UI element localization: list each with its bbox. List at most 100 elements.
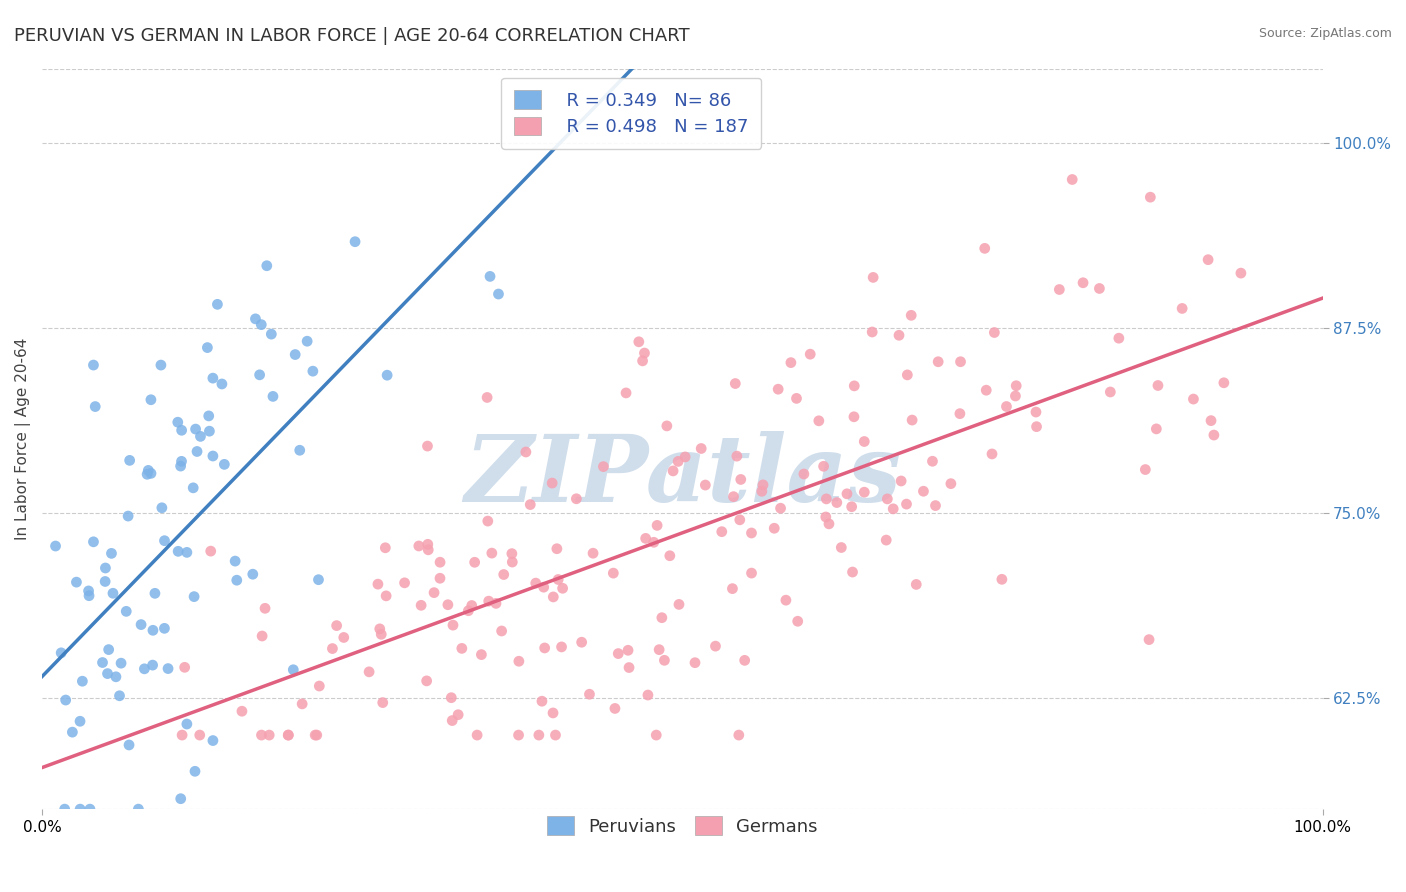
Point [533,580,555,594]
Point [91,656,114,670]
Point [752,478,775,492]
Point [844,379,866,393]
Point [602,566,624,581]
Point [627,334,650,349]
Point [423,585,446,599]
Point [142,624,165,638]
Point [1139,190,1161,204]
Point [793,467,815,481]
Point [94,561,117,575]
Point [464,555,486,569]
Point [117,509,139,524]
Point [492,567,515,582]
Point [551,581,574,595]
Point [617,660,640,674]
Point [169,459,191,474]
Point [786,392,808,406]
Point [214,458,236,472]
Point [250,629,273,643]
Point [308,679,330,693]
Point [662,464,685,478]
Point [1212,376,1234,390]
Point [302,364,325,378]
Point [543,590,565,604]
Legend: Peruvians, Germans: Peruvians, Germans [538,807,827,845]
Point [668,598,690,612]
Point [211,376,233,391]
Point [118,453,141,467]
Point [501,555,523,569]
Point [673,450,696,464]
Point [207,297,229,311]
Point [79,802,101,816]
Point [921,454,943,468]
Point [184,764,207,779]
Point [1135,462,1157,476]
Point [763,521,786,535]
Point [769,501,792,516]
Point [127,802,149,816]
Point [416,439,439,453]
Point [658,549,681,563]
Point [136,463,159,477]
Point [94,574,117,589]
Point [245,311,267,326]
Point [283,663,305,677]
Point [887,328,910,343]
Point [541,706,564,720]
Point [530,694,553,708]
Point [603,701,626,715]
Point [550,640,572,654]
Point [429,555,451,569]
Point [418,542,440,557]
Point [690,442,713,456]
Point [835,487,858,501]
Point [104,670,127,684]
Point [129,617,152,632]
Point [190,429,212,443]
Point [565,491,588,506]
Point [84,400,107,414]
Point [723,490,745,504]
Point [939,476,962,491]
Point [488,287,510,301]
Point [344,235,367,249]
Point [176,717,198,731]
Point [321,641,343,656]
Point [818,516,841,531]
Point [250,728,273,742]
Point [170,423,193,437]
Point [813,459,835,474]
Point [1171,301,1194,316]
Point [842,409,865,424]
Point [508,654,530,668]
Point [200,544,222,558]
Point [728,513,751,527]
Point [45,539,67,553]
Point [710,524,733,539]
Point [82,534,104,549]
Point [100,546,122,560]
Point [949,355,972,369]
Point [224,554,246,568]
Point [740,526,762,541]
Point [617,643,640,657]
Point [479,269,502,284]
Point [118,738,141,752]
Point [447,707,470,722]
Point [277,728,299,742]
Point [547,573,569,587]
Text: Source: ZipAtlas.com: Source: ZipAtlas.com [1258,27,1392,40]
Point [143,586,166,600]
Point [1025,405,1047,419]
Point [695,478,717,492]
Point [69,714,91,729]
Point [876,491,898,506]
Point [949,407,972,421]
Point [1144,422,1167,436]
Point [643,535,665,549]
Point [924,499,946,513]
Point [429,571,451,585]
Point [546,541,568,556]
Point [295,334,318,349]
